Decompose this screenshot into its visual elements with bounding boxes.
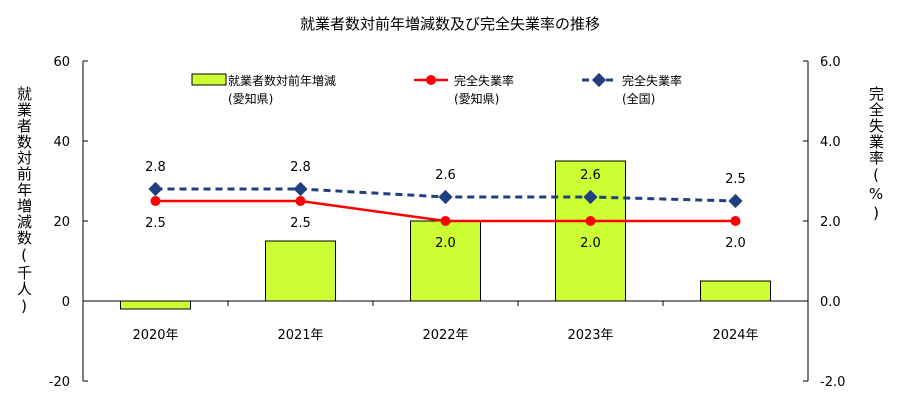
national-rate-data-label: 2.5 — [725, 172, 746, 187]
aichi-rate-point — [585, 216, 596, 226]
legend-label-national-rate: 完全失業率 (全国) — [622, 74, 683, 106]
x-tick-label: 2020年 — [132, 328, 178, 343]
left-tick-label: 60 — [53, 55, 70, 70]
bar — [120, 300, 191, 310]
left-tick-label: 20 — [53, 215, 70, 230]
aichi-rate-data-label: 2.5 — [290, 216, 311, 231]
aichi-rate-point — [440, 216, 451, 226]
left-tick-label: 0 — [62, 295, 70, 310]
bar — [265, 240, 336, 302]
legend-label-bar: 就業者数対前年増減 (愛知県) — [228, 74, 337, 106]
left-tick-label: -20 — [49, 375, 70, 390]
x-tick-label: 2022年 — [422, 328, 468, 343]
aichi-rate-data-label: 2.0 — [435, 236, 456, 251]
legend-aichi-marker — [426, 75, 436, 85]
aichi-rate-data-label: 2.0 — [725, 236, 746, 251]
legend-national-marker — [591, 72, 607, 88]
x-tick-label: 2024年 — [712, 328, 758, 343]
aichi-rate-point — [295, 196, 306, 206]
right-tick-label: 2.0 — [820, 215, 841, 230]
national-rate-data-label: 2.8 — [145, 160, 166, 175]
national-rate-data-label: 2.8 — [290, 160, 311, 175]
national-rate-point — [583, 189, 598, 205]
right-axis-label: 完全失業率(%) — [867, 86, 885, 223]
legend-bar-swatch — [191, 73, 227, 86]
x-tick-label: 2021年 — [277, 328, 323, 343]
national-rate-point — [728, 193, 743, 209]
right-tick-label: -2.0 — [820, 375, 845, 390]
bar — [410, 220, 481, 302]
right-tick-label: 6.0 — [820, 55, 841, 70]
national-rate-data-label: 2.6 — [580, 168, 601, 183]
national-rate-point — [293, 181, 308, 197]
aichi-rate-point — [730, 216, 741, 226]
chart-title: 就業者数対前年増減数及び完全失業率の推移 — [300, 15, 600, 33]
bar — [555, 160, 626, 302]
x-tick-label: 2023年 — [567, 328, 613, 343]
legend-label-aichi-rate: 完全失業率 (愛知県) — [454, 74, 515, 106]
left-axis-label: 就業者数対前年増減数(千人) — [15, 86, 33, 316]
national-rate-point — [438, 189, 453, 205]
national-rate-point — [148, 181, 163, 197]
left-tick-label: 40 — [53, 135, 70, 150]
right-tick-label: 4.0 — [820, 135, 841, 150]
aichi-rate-point — [150, 196, 161, 206]
right-tick-label: 0.0 — [820, 295, 841, 310]
aichi-rate-data-label: 2.5 — [145, 216, 166, 231]
bar — [700, 280, 771, 302]
aichi-rate-data-label: 2.0 — [580, 236, 601, 251]
national-rate-data-label: 2.6 — [435, 168, 456, 183]
